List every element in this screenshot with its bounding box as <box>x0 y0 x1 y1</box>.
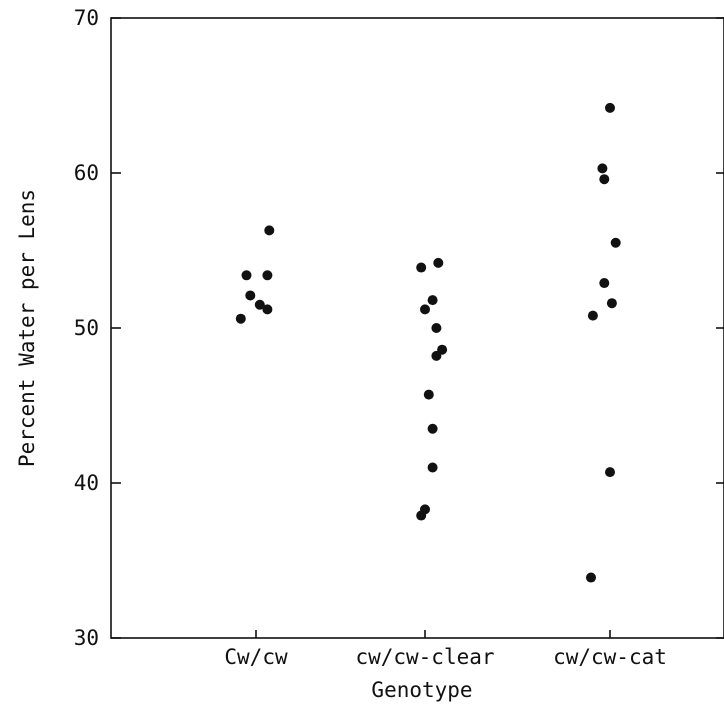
data-point <box>605 467 615 478</box>
data-point <box>262 304 273 315</box>
data-point <box>416 262 427 273</box>
data-point <box>427 295 438 306</box>
y-tick-label: 60 <box>74 161 99 185</box>
data-point <box>610 237 621 248</box>
y-tick-label: 40 <box>74 471 99 495</box>
data-point <box>597 163 608 174</box>
data-point <box>586 572 596 583</box>
data-point <box>420 304 430 315</box>
data-point <box>606 298 617 309</box>
data-point <box>427 423 438 434</box>
x-axis-title: Genotype <box>371 678 472 702</box>
x-category-label: cw/cw-cat <box>553 645 667 669</box>
data-point <box>431 323 442 333</box>
data-point <box>241 270 252 281</box>
data-point <box>416 510 427 521</box>
data-point <box>433 257 444 268</box>
y-tick-label: 30 <box>74 626 99 650</box>
data-point <box>599 174 610 185</box>
data-point <box>254 299 265 310</box>
data-point <box>264 225 275 236</box>
data-point <box>587 310 598 321</box>
data-point <box>235 313 246 324</box>
x-category-label: cw/cw-clear <box>355 645 494 669</box>
data-point <box>599 278 610 289</box>
y-axis-title: Percent Water per Lens <box>15 189 39 467</box>
data-points <box>235 102 621 583</box>
y-axis: 30 40 50 60 70 <box>74 6 724 650</box>
data-point <box>245 290 256 301</box>
plot-frame <box>110 17 724 639</box>
data-point <box>605 102 615 113</box>
data-point <box>427 462 438 473</box>
data-point <box>262 270 273 281</box>
x-category-label: Cw/cw <box>224 645 288 669</box>
data-point <box>423 389 434 400</box>
y-tick-label: 70 <box>74 6 99 30</box>
data-point <box>431 350 442 361</box>
y-tick-label: 50 <box>74 316 99 340</box>
x-axis: Cw/cw cw/cw-clear cw/cw-cat <box>224 630 667 669</box>
